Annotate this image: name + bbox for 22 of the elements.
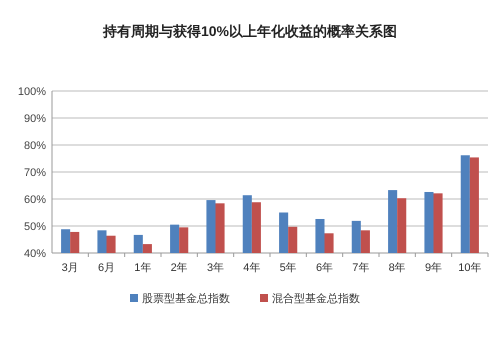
x-tick-label: 6年 (316, 262, 334, 274)
x-tick-label: 7年 (352, 262, 370, 274)
x-tick-label: 10年 (458, 262, 482, 274)
x-tick-label: 3月 (62, 262, 79, 274)
y-tick-label: 60% (24, 194, 46, 206)
y-tick-label: 70% (24, 167, 46, 179)
chart-title: 持有周期与获得10%以上年化收益的概率关系图 (102, 23, 398, 39)
x-tick-label: 3年 (206, 262, 224, 274)
legend-label: 混合型基金总指数 (272, 292, 360, 305)
legend-label: 股票型基金总指数 (142, 292, 230, 305)
y-tick-label: 40% (24, 248, 46, 260)
y-tick-label: 90% (24, 113, 46, 125)
x-tick-label: 1年 (134, 262, 152, 274)
x-tick-label: 8年 (388, 262, 406, 274)
y-tick-label: 100% (18, 86, 46, 98)
x-tick-label: 2年 (170, 262, 188, 274)
x-tick-label: 9年 (424, 262, 442, 274)
x-tick-label: 6月 (98, 262, 116, 274)
x-tick-label: 4年 (243, 262, 260, 274)
y-tick-label: 50% (24, 221, 46, 233)
x-tick-label: 5年 (280, 262, 297, 274)
y-tick-label: 80% (24, 140, 46, 152)
